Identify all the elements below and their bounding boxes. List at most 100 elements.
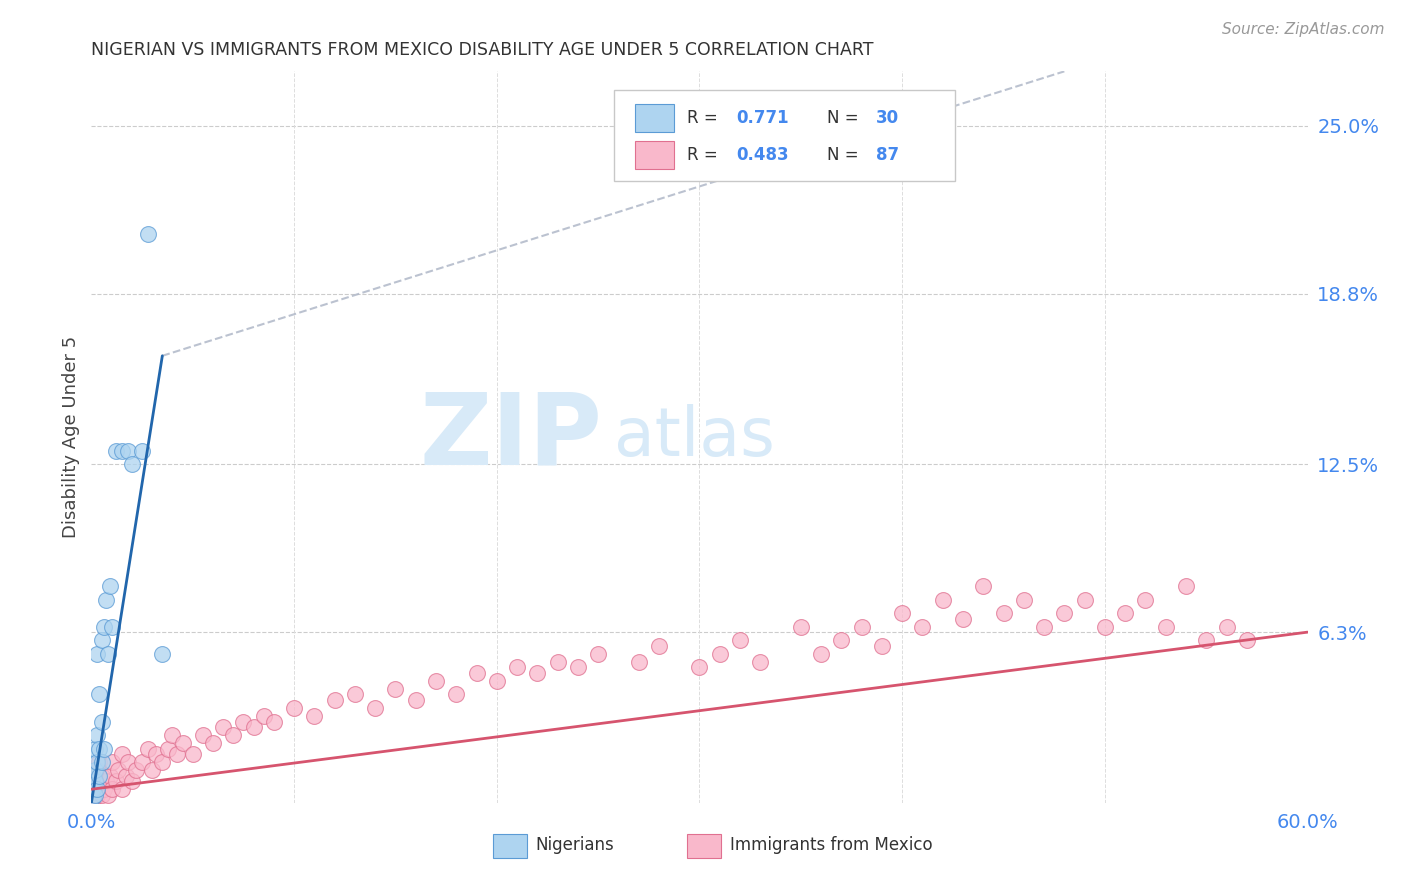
Point [115, 769, 138, 783]
Point [84, 741, 107, 756]
Point [891, 606, 914, 620]
Point [86, 788, 108, 802]
Point [125, 764, 148, 778]
Point [972, 579, 994, 593]
Point [425, 673, 447, 688]
Point [790, 620, 813, 634]
Point [547, 655, 569, 669]
Point [993, 606, 1015, 620]
Point [86, 728, 108, 742]
Point [93, 741, 115, 756]
Point [749, 655, 772, 669]
Point [172, 736, 194, 750]
Point [84, 774, 107, 789]
Point [728, 633, 751, 648]
Point [86, 764, 108, 778]
Point [131, 755, 153, 769]
Text: 30: 30 [876, 109, 898, 128]
Point [89, 782, 111, 797]
Point [117, 443, 139, 458]
Point [364, 701, 387, 715]
Point [136, 227, 159, 241]
Point [98, 769, 121, 783]
Point [444, 688, 467, 702]
Point [242, 720, 264, 734]
Point [117, 755, 139, 769]
Point [82, 769, 104, 783]
Point [111, 782, 134, 797]
Point [1175, 579, 1198, 593]
Point [283, 701, 305, 715]
Point [107, 764, 129, 778]
Point [343, 688, 366, 702]
Point [830, 633, 852, 648]
Point [84, 764, 107, 778]
Text: R =: R = [688, 109, 723, 128]
Point [97, 647, 120, 661]
Point [93, 782, 115, 797]
Point [1033, 620, 1056, 634]
Text: ZIP: ZIP [419, 389, 602, 485]
Point [526, 665, 548, 680]
Text: R =: R = [688, 145, 723, 164]
Point [870, 639, 893, 653]
Point [405, 693, 427, 707]
Point [104, 443, 127, 458]
Point [1114, 606, 1136, 620]
Point [232, 714, 254, 729]
Point [90, 769, 112, 783]
Point [1215, 620, 1237, 634]
Text: 87: 87 [876, 145, 898, 164]
Point [263, 714, 285, 729]
Point [157, 741, 180, 756]
Point [506, 660, 529, 674]
Point [911, 620, 934, 634]
Text: NIGERIAN VS IMMIGRANTS FROM MEXICO DISABILITY AGE UNDER 5 CORRELATION CHART: NIGERIAN VS IMMIGRANTS FROM MEXICO DISAB… [91, 41, 875, 59]
Point [93, 620, 115, 634]
Point [82, 790, 104, 805]
Point [485, 673, 508, 688]
Point [86, 782, 108, 797]
Point [84, 774, 107, 789]
Point [586, 647, 609, 661]
Point [166, 747, 188, 761]
Point [162, 728, 184, 742]
Point [627, 655, 650, 669]
Point [89, 741, 111, 756]
Point [810, 647, 832, 661]
Point [121, 457, 143, 471]
Point [212, 720, 235, 734]
Point [1094, 620, 1116, 634]
Point [90, 633, 112, 648]
Point [952, 611, 974, 625]
Point [931, 592, 953, 607]
Point [84, 788, 107, 802]
Point [709, 647, 731, 661]
Text: N =: N = [827, 145, 865, 164]
Point [150, 755, 173, 769]
Point [82, 782, 104, 797]
Point [84, 790, 107, 805]
Point [111, 747, 134, 761]
Point [86, 755, 108, 769]
Point [111, 443, 134, 458]
Point [100, 782, 122, 797]
Bar [688, 834, 721, 858]
Point [688, 660, 710, 674]
Point [222, 728, 245, 742]
Point [851, 620, 873, 634]
Point [465, 665, 488, 680]
Point [94, 592, 117, 607]
Point [100, 620, 122, 634]
Point [131, 443, 153, 458]
Point [1135, 592, 1157, 607]
Point [89, 769, 111, 783]
Text: Nigerians: Nigerians [536, 836, 614, 855]
Point [567, 660, 589, 674]
Text: atlas: atlas [614, 404, 775, 470]
Text: 0.483: 0.483 [735, 145, 789, 164]
Point [82, 769, 104, 783]
Point [141, 764, 163, 778]
Point [98, 579, 121, 593]
Point [181, 747, 204, 761]
